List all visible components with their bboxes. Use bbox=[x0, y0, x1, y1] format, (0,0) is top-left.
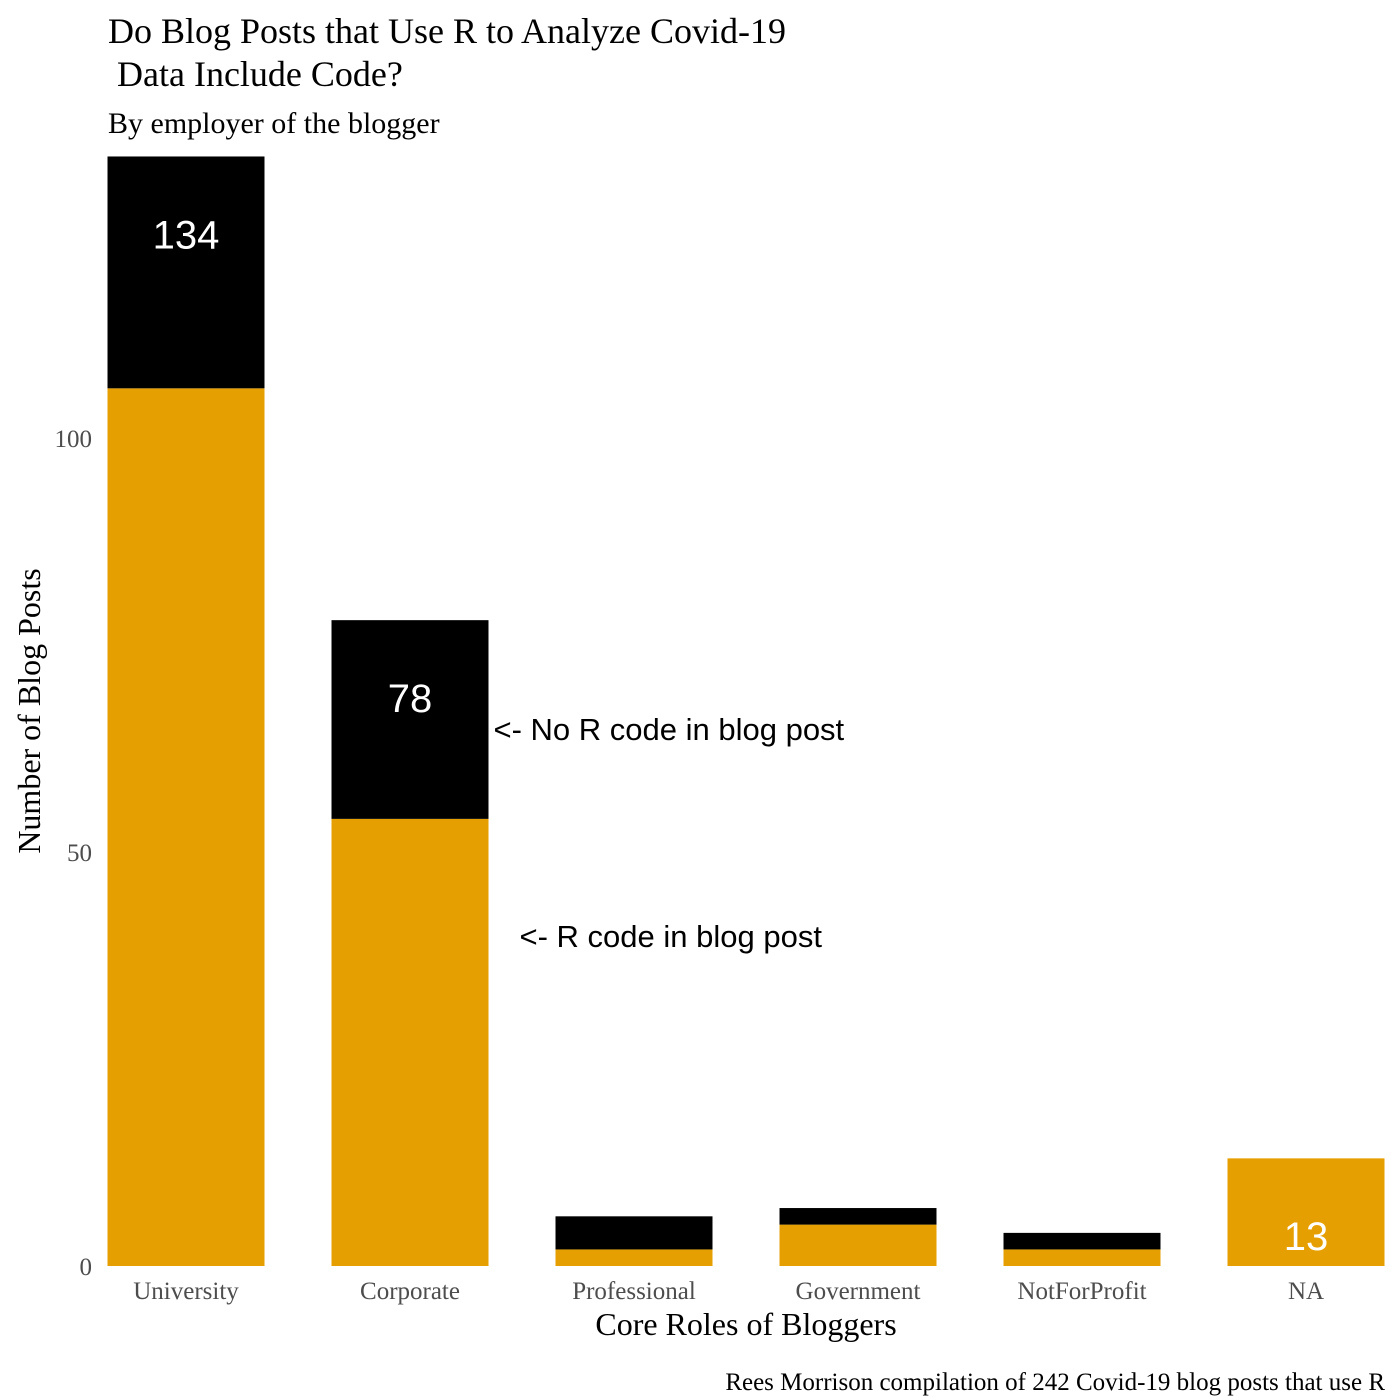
bar-government-segment-0 bbox=[779, 1224, 937, 1266]
chart-title-line-1: Do Blog Posts that Use R to Analyze Covi… bbox=[108, 11, 786, 51]
bar-notforprofit-segment-1 bbox=[1003, 1232, 1161, 1250]
bar-professional-segment-1 bbox=[555, 1216, 713, 1250]
bar-professional-segment-0 bbox=[555, 1249, 713, 1266]
bar-na-segment-0 bbox=[1227, 1158, 1385, 1266]
x-tick-label: NotForProfit bbox=[1017, 1278, 1146, 1305]
x-tick-label: Government bbox=[796, 1278, 921, 1305]
bars-layer bbox=[107, 156, 1385, 1266]
y-tick-label: 50 bbox=[67, 840, 92, 867]
y-axis-title: Number of Blog Posts bbox=[11, 568, 47, 853]
bar-university-segment-0 bbox=[107, 388, 265, 1266]
bar-government-segment-1 bbox=[779, 1208, 937, 1225]
annotation-label: <- No R code in blog post bbox=[494, 712, 845, 747]
chart-subtitle: By employer of the blogger bbox=[108, 107, 440, 140]
y-tick-label: 100 bbox=[55, 426, 93, 453]
bar-corporate-segment-1 bbox=[331, 620, 489, 819]
bar-university-segment-1 bbox=[107, 156, 265, 389]
chart-title: Do Blog Posts that Use R to Analyze Covi… bbox=[108, 11, 786, 94]
annotation-label: <- R code in blog post bbox=[520, 919, 823, 954]
x-tick-label: University bbox=[133, 1278, 239, 1305]
x-axis-ticks: University Corporate Professional Governmen… bbox=[133, 1278, 1324, 1305]
data-label: 78 bbox=[388, 677, 433, 721]
y-tick-label: 0 bbox=[80, 1254, 93, 1281]
data-label: 134 bbox=[153, 213, 220, 257]
data-labels-layer: 134 78 13 bbox=[153, 213, 1329, 1259]
chart-caption: Rees Morrison compilation of 242 Covid-1… bbox=[725, 1369, 1385, 1396]
y-axis-ticks: 0 50 100 bbox=[55, 426, 93, 1281]
x-tick-label: Professional bbox=[572, 1278, 696, 1305]
bar-corporate-segment-0 bbox=[331, 818, 489, 1266]
data-label: 13 bbox=[1284, 1215, 1329, 1259]
bar-notforprofit-segment-0 bbox=[1003, 1249, 1161, 1266]
chart-title-line-2: Data Include Code? bbox=[108, 54, 403, 94]
x-tick-label: NA bbox=[1288, 1278, 1324, 1305]
x-tick-label: Corporate bbox=[360, 1278, 460, 1305]
x-axis-title: Core Roles of Bloggers bbox=[595, 1306, 896, 1342]
annotations-layer: <- No R code in blog post <- R code in bl… bbox=[494, 712, 845, 954]
